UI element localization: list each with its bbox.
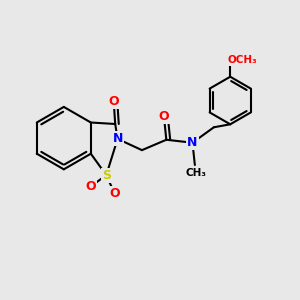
- Text: CH₃: CH₃: [186, 168, 207, 178]
- Text: O: O: [85, 180, 96, 193]
- Text: O: O: [109, 187, 120, 200]
- Text: O: O: [108, 95, 119, 108]
- Text: S: S: [102, 169, 111, 182]
- Text: N: N: [112, 132, 123, 146]
- Text: OCH₃: OCH₃: [228, 56, 258, 65]
- Text: O: O: [159, 110, 169, 123]
- Text: N: N: [187, 136, 198, 149]
